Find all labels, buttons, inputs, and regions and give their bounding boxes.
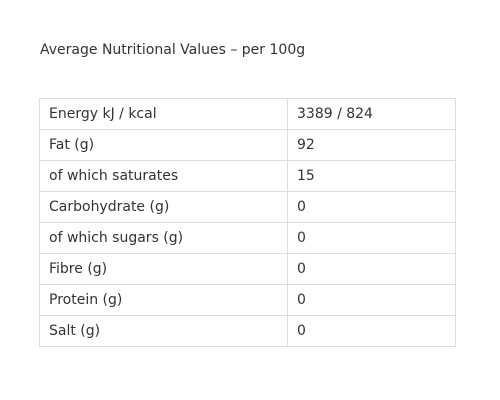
nutrient-name: Carbohydrate (g) [39, 191, 288, 223]
table-row: Carbohydrate (g) 0 [39, 191, 456, 223]
table-row: Energy kJ / kcal 3389 / 824 [39, 98, 456, 130]
nutrient-value: 0 [287, 253, 456, 285]
nutrient-value: 0 [287, 222, 456, 254]
nutrient-name: Fibre (g) [39, 253, 288, 285]
table-row: Fat (g) 92 [39, 129, 456, 161]
nutrient-name: Energy kJ / kcal [39, 98, 288, 130]
table-body: Energy kJ / kcal 3389 / 824 Fat (g) 92 of wh… [39, 98, 456, 347]
nutrient-value: 0 [287, 191, 456, 223]
table-row: of which sugars (g) 0 [39, 222, 456, 254]
nutrient-name: Protein (g) [39, 284, 288, 316]
nutrient-value: 3389 / 824 [287, 98, 456, 130]
table-row: Salt (g) 0 [39, 315, 456, 347]
nutrient-value: 15 [287, 160, 456, 192]
nutrient-value: 0 [287, 315, 456, 347]
nutrient-value: 0 [287, 284, 456, 316]
nutrient-name: Salt (g) [39, 315, 288, 347]
nutrition-table: Energy kJ / kcal 3389 / 824 Fat (g) 92 of wh… [39, 98, 456, 347]
title: Average Nutritional Values – per 100g [40, 42, 306, 58]
nutrient-name: of which saturates [39, 160, 288, 192]
nutrient-name: Fat (g) [39, 129, 288, 161]
nutrient-name: of which sugars (g) [39, 222, 288, 254]
table-row: of which saturates 15 [39, 160, 456, 192]
nutrient-value: 92 [287, 129, 456, 161]
table-row: Fibre (g) 0 [39, 253, 456, 285]
table-row: Protein (g) 0 [39, 284, 456, 316]
